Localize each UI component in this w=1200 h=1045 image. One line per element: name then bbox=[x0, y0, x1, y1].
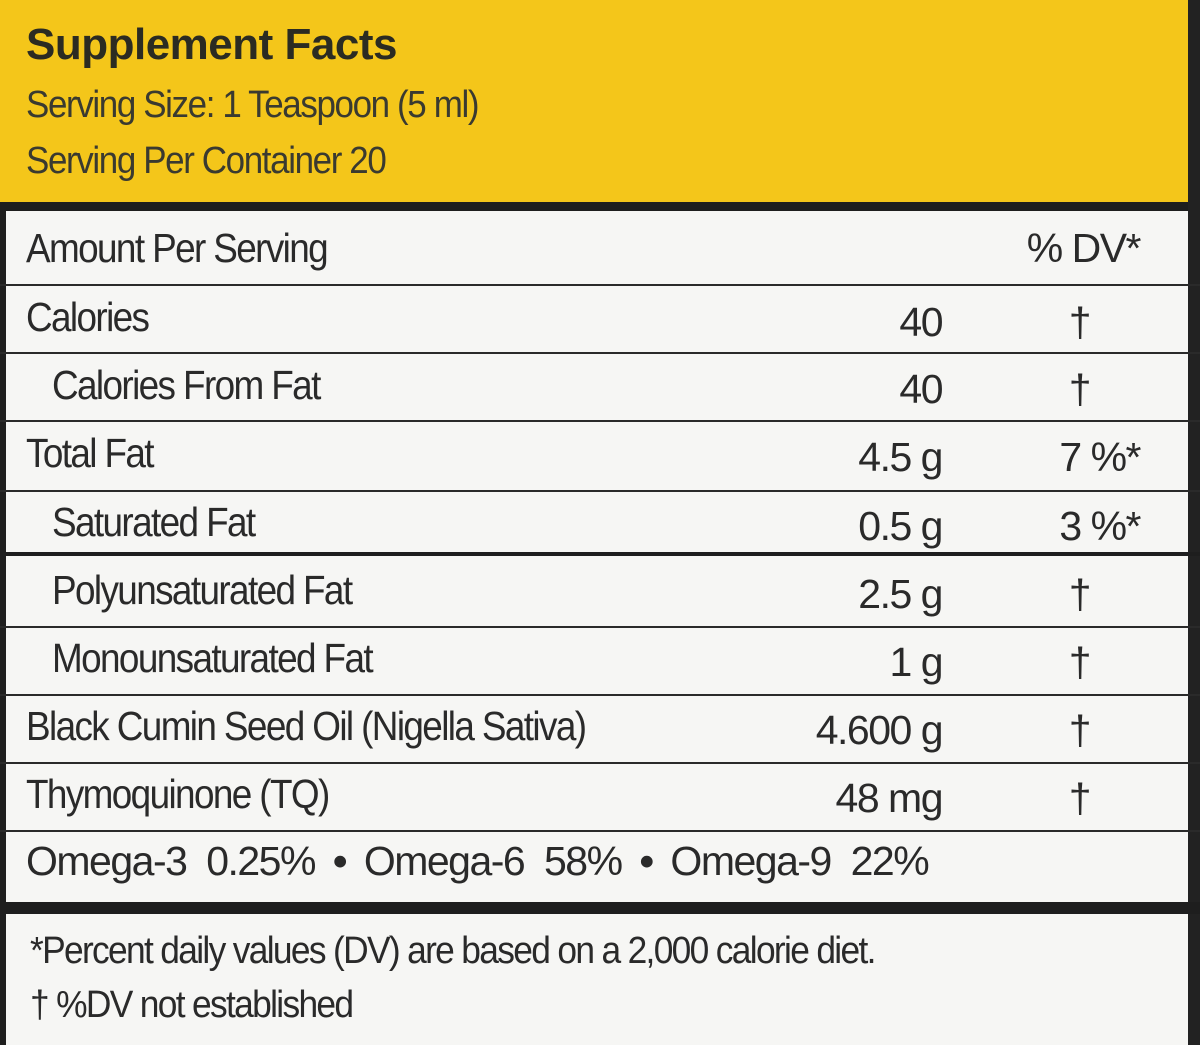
header-divider bbox=[0, 202, 1200, 211]
row-label-monounsaturated-fat: Monounsaturated Fat bbox=[52, 635, 374, 681]
row-label-total-fat: Total Fat bbox=[26, 430, 155, 476]
footnote-divider bbox=[0, 902, 1200, 914]
row-dv-black-cumin-seed-oil: † bbox=[1068, 707, 1092, 753]
row-dv-monounsaturated-fat: † bbox=[1068, 639, 1092, 685]
row-dv-thymoquinone: † bbox=[1068, 775, 1092, 821]
row-divider bbox=[0, 830, 1200, 832]
row-divider bbox=[0, 284, 1200, 286]
serving-size: Serving Size: 1 Teaspoon (5 ml) bbox=[26, 84, 479, 126]
label-header: Supplement Facts Serving Size: 1 Teaspoo… bbox=[0, 0, 1200, 202]
dagger-footnote: † %DV not established bbox=[30, 984, 354, 1026]
row-label-polyunsaturated-fat: Polyunsaturated Fat bbox=[52, 567, 353, 613]
row-amount-saturated-fat: 0.5 g bbox=[858, 503, 943, 549]
row-amount-black-cumin-seed-oil: 4.600 g bbox=[815, 707, 944, 753]
amount-per-serving-header: Amount Per Serving bbox=[26, 225, 329, 271]
row-amount-thymoquinone: 48 mg bbox=[835, 775, 944, 821]
separator-dot: • bbox=[332, 838, 347, 884]
row-dv-calories: † bbox=[1068, 299, 1092, 345]
row-amount-polyunsaturated-fat: 2.5 g bbox=[858, 571, 943, 617]
separator-dot: • bbox=[639, 838, 654, 884]
row-dv-polyunsaturated-fat: † bbox=[1068, 571, 1092, 617]
row-divider bbox=[0, 626, 1200, 628]
row-label-black-cumin-seed-oil: Black Cumin Seed Oil (Nigella Sativa) bbox=[26, 703, 587, 749]
row-label-saturated-fat: Saturated Fat bbox=[52, 499, 256, 545]
row-amount-calories: 40 bbox=[899, 299, 943, 345]
right-border bbox=[1188, 0, 1200, 1045]
left-border bbox=[0, 202, 6, 1045]
servings-per-container: Serving Per Container 20 bbox=[26, 140, 387, 182]
row-label-calories-from-fat: Calories From Fat bbox=[52, 362, 321, 408]
row-divider bbox=[0, 352, 1200, 354]
row-amount-monounsaturated-fat: 1 g bbox=[889, 639, 944, 685]
omega-6-value: Omega-6 58% bbox=[363, 838, 623, 884]
row-dv-total-fat: 7 %* bbox=[1059, 434, 1141, 480]
row-dv-calories-from-fat: † bbox=[1068, 366, 1092, 412]
row-amount-calories-from-fat: 40 bbox=[899, 366, 943, 412]
label-title: Supplement Facts bbox=[26, 20, 397, 69]
row-divider bbox=[0, 694, 1200, 696]
row-divider-heavy bbox=[0, 552, 1200, 556]
row-label-thymoquinone: Thymoquinone (TQ) bbox=[26, 771, 330, 817]
omega-3-value: Omega-3 0.25% bbox=[26, 838, 316, 884]
percent-dv-footnote: *Percent daily values (DV) are based on … bbox=[30, 930, 876, 972]
row-dv-saturated-fat: 3 %* bbox=[1059, 503, 1141, 549]
row-divider bbox=[0, 490, 1200, 492]
omega-9-value: Omega-9 22% bbox=[670, 838, 929, 884]
dv-header: % DV* bbox=[1026, 225, 1142, 271]
row-label-calories: Calories bbox=[26, 294, 150, 340]
omega-breakdown: Omega-3 0.25% • Omega-6 58% • Omega-9 22% bbox=[26, 838, 930, 885]
row-divider bbox=[0, 420, 1200, 422]
row-amount-total-fat: 4.5 g bbox=[858, 434, 943, 480]
row-divider bbox=[0, 762, 1200, 764]
